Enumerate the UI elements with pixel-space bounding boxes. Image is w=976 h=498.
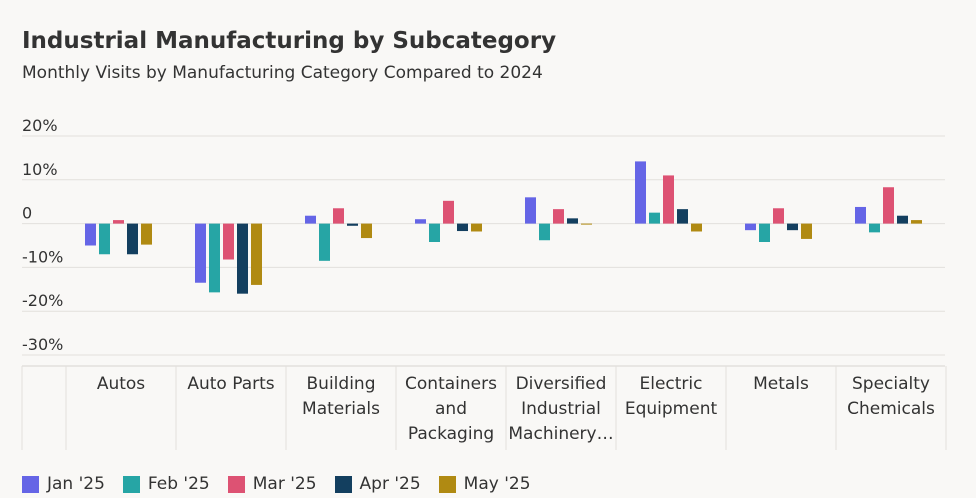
legend-item[interactable]: Feb '25	[122, 474, 210, 494]
category-label: Specialty	[852, 374, 930, 394]
y-tick-label: 20%	[22, 116, 58, 135]
bar-chart: 20% 10% 0 -10% -20% -30% Autos Auto Parts Buildi…	[21, 116, 947, 450]
bar	[567, 218, 578, 224]
bar	[99, 223, 110, 255]
category-label: and	[435, 399, 467, 419]
bar	[787, 223, 798, 231]
legend-label: Mar '25	[252, 474, 317, 494]
legend-item[interactable]: Apr '25	[334, 474, 421, 494]
legend: Jan '25 Feb '25 Mar '25 Apr '25 May '25	[22, 474, 531, 494]
bar	[911, 220, 922, 224]
bar	[553, 209, 564, 224]
bar	[415, 219, 426, 224]
legend-swatch	[334, 475, 352, 493]
bar	[773, 208, 784, 224]
bar	[897, 215, 908, 224]
bar	[801, 223, 812, 239]
bar	[457, 223, 468, 232]
bar	[223, 223, 234, 260]
bar	[305, 215, 316, 224]
legend-swatch	[22, 475, 39, 493]
legend-swatch	[122, 475, 140, 493]
bar	[85, 223, 96, 246]
category-label: Metals	[753, 374, 809, 394]
category-label: Autos	[97, 374, 145, 394]
bar	[677, 209, 688, 224]
bar	[745, 223, 756, 231]
category-label: Diversified	[516, 374, 607, 394]
bar	[251, 223, 262, 285]
y-tick-label: -30%	[22, 335, 63, 354]
y-tick-label: 0	[22, 204, 32, 223]
y-tick-label: -20%	[22, 291, 63, 310]
bar	[635, 161, 646, 224]
legend-swatch	[438, 475, 456, 493]
category-label: Electric	[640, 374, 703, 394]
category-label: Equipment	[625, 399, 718, 419]
bar	[347, 223, 358, 226]
legend-item[interactable]: Jan '25	[22, 474, 105, 494]
bar	[539, 223, 550, 241]
bar	[237, 223, 248, 294]
bar	[471, 223, 482, 232]
legend-label: Apr '25	[359, 474, 421, 494]
bar	[429, 223, 440, 242]
bar	[663, 175, 674, 224]
category-label: Chemicals	[847, 399, 935, 419]
category-label: Containers	[405, 374, 497, 394]
bar	[333, 208, 344, 224]
category-label: Industrial	[521, 399, 601, 419]
legend-label: Feb '25	[147, 474, 210, 494]
bar	[141, 223, 152, 245]
bar	[443, 200, 454, 224]
category-label: Auto Parts	[187, 374, 274, 394]
bar	[195, 223, 206, 283]
legend-label: May '25	[463, 474, 531, 494]
legend-item[interactable]: Mar '25	[227, 474, 317, 494]
category-label: Machinery…	[508, 424, 613, 444]
category-label: Building	[307, 374, 376, 394]
bar	[319, 223, 330, 261]
legend-swatch	[227, 475, 245, 493]
bar	[869, 223, 880, 233]
y-tick-label: -10%	[22, 247, 63, 266]
y-tick-label: 10%	[22, 160, 58, 179]
bar	[691, 223, 702, 232]
bar	[759, 223, 770, 242]
category-label: Materials	[302, 399, 380, 419]
chart-subtitle: Monthly Visits by Manufacturing Category…	[22, 63, 543, 83]
legend-item[interactable]: May '25	[438, 474, 531, 494]
bar	[113, 220, 124, 224]
chart-title: Industrial Manufacturing by Subcategory	[22, 28, 557, 54]
bar	[209, 223, 220, 293]
bar	[581, 223, 592, 225]
bar	[883, 187, 894, 224]
legend-label: Jan '25	[47, 474, 105, 494]
bar	[127, 223, 138, 255]
bar	[649, 212, 660, 224]
bar	[361, 223, 372, 239]
category-label: Packaging	[408, 424, 494, 444]
bar	[525, 197, 536, 224]
bar	[855, 206, 866, 224]
